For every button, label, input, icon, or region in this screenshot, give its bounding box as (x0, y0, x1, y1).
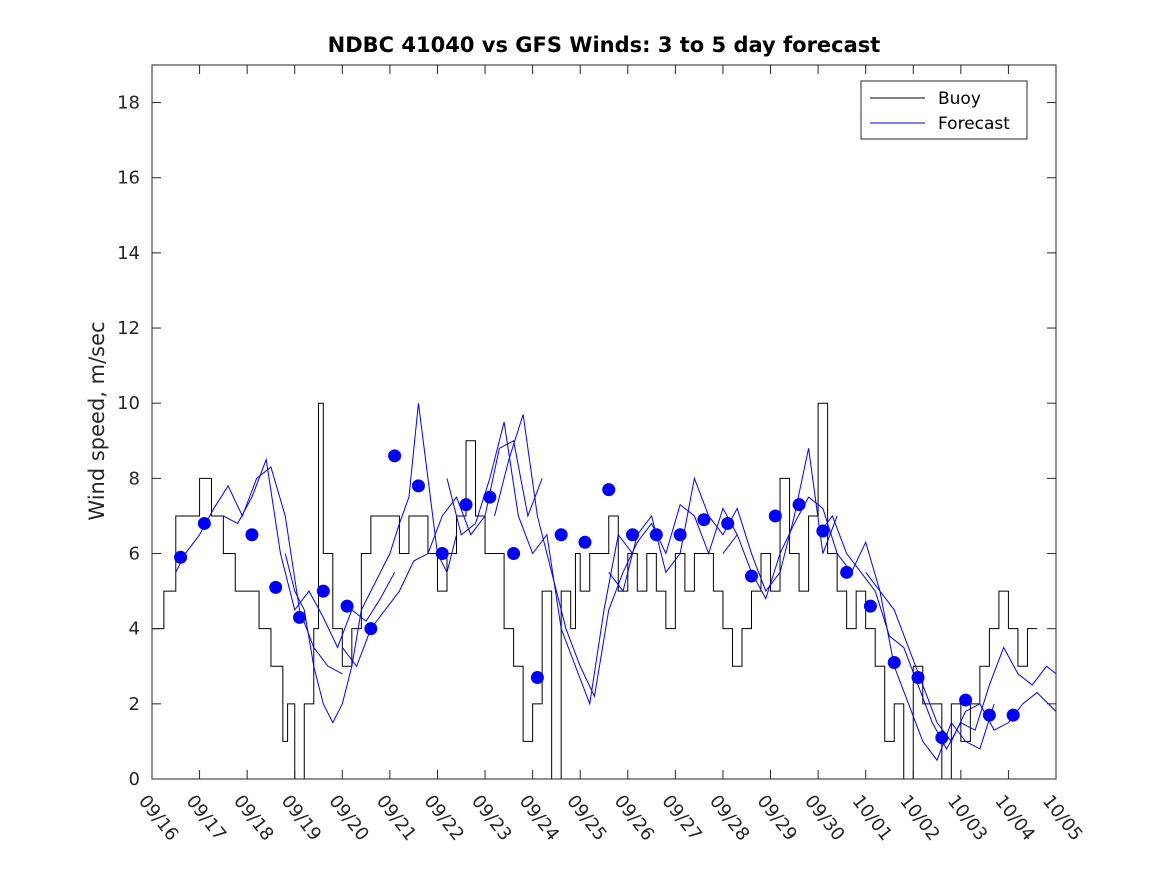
forecast-marker (292, 610, 306, 624)
forecast-marker (626, 528, 640, 542)
y-tick-label: 4 (129, 619, 140, 640)
y-tick-label: 0 (129, 769, 140, 790)
chart-title: NDBC 41040 vs GFS Winds: 3 to 5 day fore… (328, 33, 881, 57)
forecast-marker (840, 565, 854, 579)
plot-area (152, 402, 1056, 779)
x-tick-label: 10/04 (990, 791, 1038, 845)
forecast-marker (721, 516, 735, 530)
x-tick-label: 09/20 (324, 791, 372, 845)
forecast-marker (863, 599, 877, 613)
forecast-marker (316, 584, 330, 598)
legend-forecast-label: Forecast (938, 114, 1010, 134)
forecast-marker (435, 547, 449, 561)
x-tick-label: 10/02 (895, 791, 943, 845)
x-tick-label: 09/17 (182, 791, 230, 845)
y-axis-label: Wind speed, m/sec (85, 321, 109, 520)
y-tick-label: 2 (129, 694, 140, 715)
y-tick-label: 18 (117, 93, 140, 114)
forecast-trace-3 (284, 403, 457, 724)
x-tick-label: 09/23 (467, 791, 515, 845)
forecast-trace-2 (223, 457, 396, 649)
legend-buoy-label: Buoy (938, 89, 981, 109)
x-tick-label: 10/01 (848, 791, 896, 845)
x-tick-label: 09/28 (705, 791, 753, 845)
forecast-marker (887, 656, 901, 670)
forecast-marker (744, 569, 758, 583)
forecast-marker (507, 547, 521, 561)
x-tick-label: 09/26 (610, 791, 658, 845)
forecast-marker (459, 498, 473, 512)
forecast-marker (649, 528, 663, 542)
forecast-marker (245, 528, 259, 542)
forecast-trace-7 (608, 448, 838, 593)
forecast-marker (697, 513, 711, 527)
forecast-trace-9 (817, 514, 1056, 750)
x-tick-label: 10/05 (1038, 791, 1086, 845)
forecast-marker (935, 731, 949, 745)
forecast-marker (959, 693, 973, 707)
forecast-trace-5 (446, 421, 633, 706)
forecast-marker (578, 535, 592, 549)
forecast-marker (340, 599, 354, 613)
y-tick-label: 14 (117, 243, 140, 264)
forecast-marker (911, 671, 925, 685)
forecast-marker (269, 580, 283, 594)
forecast-marker (816, 524, 830, 538)
forecast-marker (174, 550, 188, 564)
y-tick-label: 8 (129, 468, 140, 489)
forecast-marker (768, 509, 782, 523)
y-tick-label: 10 (117, 393, 140, 414)
y-tick-label: 6 (129, 544, 140, 565)
forecast-trace-10 (865, 572, 1056, 743)
legend: Buoy Forecast (860, 80, 1028, 140)
x-tick-label: 09/29 (753, 791, 801, 845)
x-tick-label: 09/22 (420, 791, 468, 845)
legend-box (860, 80, 1028, 140)
x-tick-label: 09/24 (515, 791, 563, 845)
forecast-marker (483, 490, 497, 504)
forecast-marker (1006, 708, 1020, 722)
y-tick-label: 12 (117, 318, 140, 339)
forecast-trace-6 (494, 414, 738, 698)
buoy-series-line (152, 402, 1037, 779)
forecast-marker (197, 516, 211, 530)
forecast-marker (982, 708, 996, 722)
x-tick-label: 09/21 (372, 791, 420, 845)
forecast-marker (792, 498, 806, 512)
x-tick-label: 09/19 (277, 791, 325, 845)
forecast-trace-1 (175, 466, 343, 675)
forecast-marker (554, 528, 568, 542)
y-tick-label: 16 (117, 168, 140, 189)
x-tick-label: 09/16 (134, 791, 182, 845)
forecast-marker (364, 622, 378, 636)
x-tick-label: 09/18 (229, 791, 277, 845)
axes-frame (151, 64, 1057, 780)
x-tick-label: 09/30 (800, 791, 848, 845)
forecast-trace-4 (341, 440, 543, 668)
x-tick-label: 09/25 (562, 791, 610, 845)
x-tick-label: 10/03 (943, 791, 991, 845)
forecast-marker (411, 479, 425, 493)
forecast-marker (673, 528, 687, 542)
forecast-trace-8 (722, 496, 995, 762)
x-tick-label: 09/27 (657, 791, 705, 845)
forecast-marker (602, 483, 616, 497)
forecast-marker (388, 449, 402, 463)
forecast-marker (530, 671, 544, 685)
